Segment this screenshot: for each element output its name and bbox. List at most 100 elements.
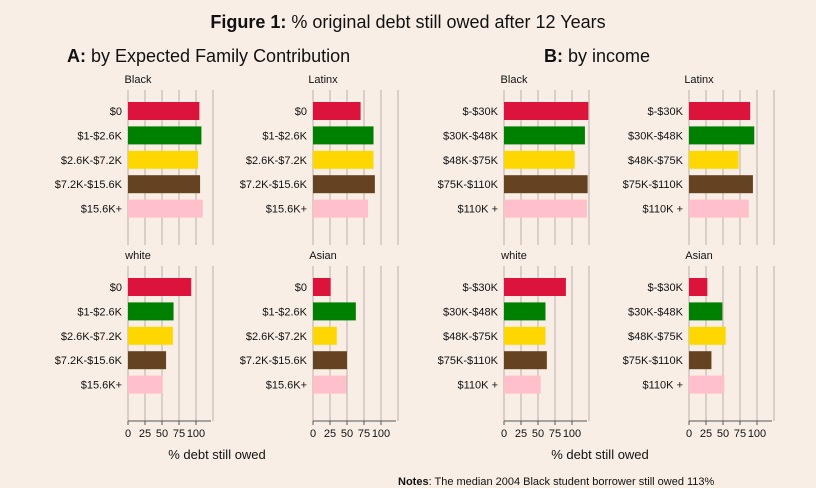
panel-b-white-category-label: $-$30K bbox=[463, 282, 499, 294]
panel-b-black-bar bbox=[504, 199, 587, 218]
panel-b-black-bar bbox=[504, 150, 575, 169]
panel-a-asian-category-label: $7.2K-$15.6K bbox=[240, 355, 308, 367]
panel-b-asian-bar bbox=[689, 302, 723, 321]
panel-b-title: B: by income bbox=[544, 46, 650, 67]
panel-a-label: by Expected Family Contribution bbox=[86, 46, 351, 66]
panel-b-latinx-category-label: $30K-$48K bbox=[628, 130, 684, 142]
panel-a-latinx-bar bbox=[313, 175, 375, 194]
panel-a-latinx-bar bbox=[313, 102, 361, 120]
panel-b-latinx-bar bbox=[689, 175, 753, 194]
panel-b-latinx-category-label: $-$30K bbox=[648, 106, 684, 118]
panel-b-white-x-tick-label: 0 bbox=[501, 428, 507, 440]
panel-b-black-bar bbox=[504, 102, 589, 120]
panel-a-latinx-bar bbox=[313, 150, 374, 169]
panel-b-white-x-tick-label: 50 bbox=[532, 428, 544, 440]
panel-a-black-bar bbox=[128, 102, 200, 120]
panel-a-asian-bar bbox=[313, 351, 347, 370]
panel-a-white-bar bbox=[128, 351, 167, 370]
panel-b-asian-category-label: $-$30K bbox=[648, 282, 684, 294]
panel-a-asian-x-tick-label: 50 bbox=[341, 428, 353, 440]
panel-a-latinx-bar bbox=[313, 199, 369, 218]
panel-b-latinx-category-label: $75K-$110K bbox=[623, 179, 684, 191]
panel-b-asian-x-tick-label: 0 bbox=[686, 428, 692, 440]
panel-a-latinx-subplot-title: Latinx bbox=[308, 74, 338, 86]
panel-a-asian-category-label: $1-$2.6K bbox=[262, 306, 307, 318]
panel-b-asian-category-label: $75K-$110K bbox=[623, 355, 684, 367]
panel-a-black-category-label: $15.6K+ bbox=[81, 204, 122, 216]
panel-a-asian-bar bbox=[313, 302, 356, 321]
panel-a-white-bar bbox=[128, 278, 192, 296]
panel-a-latinx-category-label: $15.6K+ bbox=[266, 204, 307, 216]
panel-b-asian-x-tick-label: 25 bbox=[700, 428, 712, 440]
panel-a-x-axis-label: % debt still owed bbox=[168, 447, 266, 462]
panel-b-white-bar bbox=[504, 351, 547, 370]
figure-title-bold: Figure 1: bbox=[210, 12, 287, 32]
panel-b-latinx-bar bbox=[689, 102, 751, 120]
panel-b-black-subplot-title: Black bbox=[501, 74, 528, 86]
panel-a-white-x-tick-label: 25 bbox=[139, 428, 151, 440]
panel-b-asian-x-tick-label: 75 bbox=[734, 428, 746, 440]
panel-a-latinx-category-label: $0 bbox=[295, 106, 307, 118]
panel-b-asian-bar bbox=[689, 351, 712, 370]
panel-a-white-x-tick-label: 100 bbox=[187, 428, 205, 440]
panel-a-asian-subplot-title: Asian bbox=[309, 250, 337, 262]
panel-a-white-x-tick-label: 0 bbox=[125, 428, 131, 440]
panel-b-black-category-label: $30K-$48K bbox=[443, 130, 499, 142]
figure-title: Figure 1: % original debt still owed aft… bbox=[0, 12, 816, 33]
panel-b-black-category-label: $48K-$75K bbox=[443, 155, 499, 167]
panel-a-black-category-label: $2.6K-$7.2K bbox=[61, 155, 123, 167]
panel-a-black-subplot-title: Black bbox=[125, 74, 152, 86]
panel-b-white-category-label: $30K-$48K bbox=[443, 306, 499, 318]
notes-prefix: Notes bbox=[398, 476, 429, 488]
panel-a-black-bar bbox=[128, 199, 203, 218]
panel-a-white-category-label: $1-$2.6K bbox=[77, 306, 122, 318]
panel-a-black-category-label: $0 bbox=[110, 106, 122, 118]
panel-b-latinx-bar bbox=[689, 150, 739, 169]
panel-b-asian-x-tick-label: 100 bbox=[748, 428, 766, 440]
panel-a-black-bar bbox=[128, 126, 202, 145]
panel-a-asian-bar bbox=[313, 278, 331, 296]
figure-title-rest: % original debt still owed after 12 Year… bbox=[286, 12, 606, 32]
panel-b-letter: B: bbox=[544, 46, 563, 66]
panel-a-white-x-tick-label: 50 bbox=[156, 428, 168, 440]
panel-b-asian-x-tick-label: 50 bbox=[717, 428, 729, 440]
panel-b-white-x-tick-label: 75 bbox=[549, 428, 561, 440]
panel-a-latinx-category-label: $7.2K-$15.6K bbox=[240, 179, 308, 191]
panel-a-asian-category-label: $2.6K-$7.2K bbox=[246, 331, 308, 343]
panel-a-white-x-tick-label: 75 bbox=[173, 428, 185, 440]
panel-b-white-bar bbox=[504, 302, 546, 321]
panel-a-asian-x-tick-label: 0 bbox=[310, 428, 316, 440]
panel-a-asian-x-tick-label: 100 bbox=[372, 428, 390, 440]
panel-a-black-category-label: $1-$2.6K bbox=[77, 130, 122, 142]
panel-b-black-bar bbox=[504, 126, 585, 145]
panel-b-white-bar bbox=[504, 326, 546, 345]
panel-a-white-subplot-title: white bbox=[124, 250, 151, 262]
panel-a-white-category-label: $0 bbox=[110, 282, 122, 294]
notes-text: : The median 2004 Black student borrower… bbox=[428, 476, 715, 488]
panel-a-white-category-label: $2.6K-$7.2K bbox=[61, 331, 123, 343]
panel-b-white-bar bbox=[504, 375, 541, 394]
panel-a-latinx-category-label: $2.6K-$7.2K bbox=[246, 155, 308, 167]
panel-a-black-bar bbox=[128, 175, 201, 194]
panel-b-white-category-label: $75K-$110K bbox=[438, 355, 499, 367]
panel-a-asian-bar bbox=[313, 375, 347, 394]
panel-a-black-category-label: $7.2K-$15.6K bbox=[55, 179, 123, 191]
panel-b-black-bar bbox=[504, 175, 588, 194]
panel-b-asian-category-label: $30K-$48K bbox=[628, 306, 684, 318]
panel-a-letter: A: bbox=[67, 46, 86, 66]
panel-b-black-category-label: $-$30K bbox=[463, 106, 499, 118]
figure-notes: Notes: The median 2004 Black student bor… bbox=[398, 476, 714, 488]
panel-a-white-bar bbox=[128, 302, 174, 321]
panel-a-black-bar bbox=[128, 150, 199, 169]
panel-a-white-bar bbox=[128, 326, 173, 345]
panel-a-white-bar bbox=[128, 375, 163, 394]
panel-b-x-axis-label: % debt still owed bbox=[551, 447, 649, 462]
panel-b-white-bar bbox=[504, 278, 566, 296]
panel-b-asian-category-label: $48K-$75K bbox=[628, 331, 684, 343]
panel-a-white-category-label: $15.6K+ bbox=[81, 380, 122, 392]
panel-b-white-category-label: $48K-$75K bbox=[443, 331, 499, 343]
panel-b-black-category-label: $75K-$110K bbox=[438, 179, 499, 191]
panel-a-asian-category-label: $0 bbox=[295, 282, 307, 294]
panel-a-asian-category-label: $15.6K+ bbox=[266, 380, 307, 392]
